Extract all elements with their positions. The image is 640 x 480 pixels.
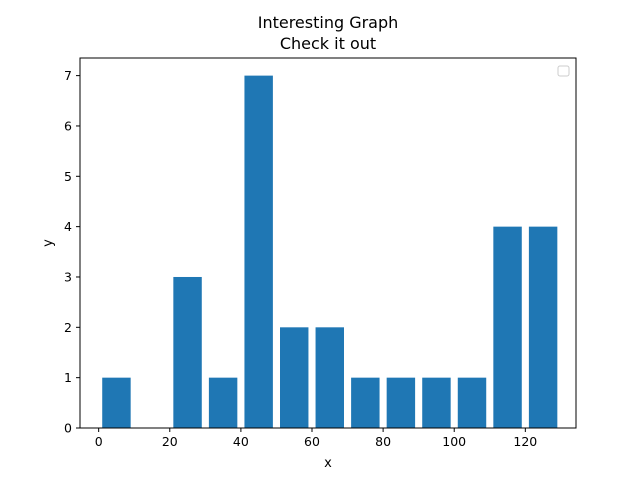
x-tick-label: 40 (233, 434, 249, 449)
bar (173, 276, 202, 428)
bar (244, 75, 273, 428)
y-axis-ticks: 0 1 2 3 4 5 6 7 (64, 68, 80, 436)
bar (315, 327, 344, 428)
y-tick-label: 6 (64, 118, 72, 133)
chart-title: Interesting Graph (258, 13, 399, 32)
y-tick-label: 7 (64, 68, 72, 83)
y-tick-label: 0 (64, 421, 72, 436)
y-tick-label: 3 (64, 269, 72, 284)
x-tick-label: 0 (95, 434, 103, 449)
plot-frame (79, 57, 577, 429)
bar (280, 327, 309, 428)
bar (493, 226, 522, 428)
x-axis-label: x (324, 456, 332, 471)
bar (422, 377, 451, 428)
y-tick-label: 4 (64, 219, 72, 234)
y-tick-label: 1 (64, 370, 72, 385)
y-tick-label: 5 (64, 169, 72, 184)
x-tick-label: 80 (375, 434, 391, 449)
legend-box (557, 65, 570, 77)
x-tick-label: 100 (442, 434, 466, 449)
y-axis-label: y (41, 239, 56, 247)
bar (351, 377, 380, 428)
y-tick-label: 2 (64, 320, 72, 335)
bars-group (102, 75, 558, 428)
x-axis-ticks: 0 20 40 60 80 100 120 (95, 428, 537, 449)
x-tick-label: 20 (162, 434, 178, 449)
chart-subtitle: Check it out (280, 34, 376, 53)
bar (102, 377, 131, 428)
x-tick-label: 120 (513, 434, 537, 449)
bar (528, 226, 558, 428)
x-tick-label: 60 (304, 434, 320, 449)
bar (208, 377, 238, 428)
bar (386, 377, 416, 428)
bar (457, 377, 487, 428)
